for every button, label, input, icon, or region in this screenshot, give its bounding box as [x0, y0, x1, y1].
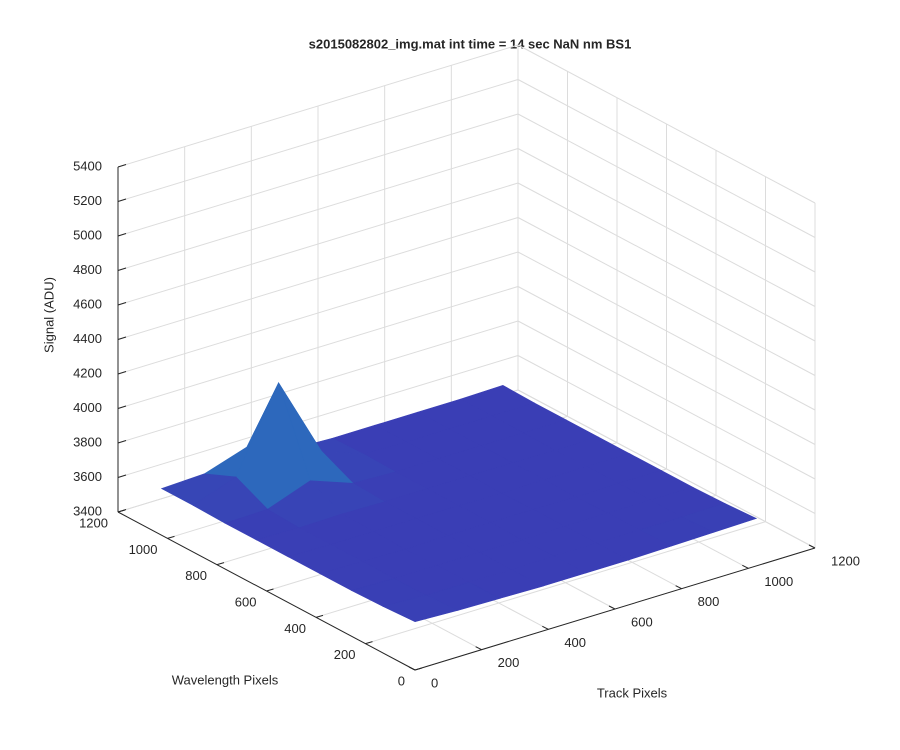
- tick-mark: [414, 667, 423, 671]
- tick-mark: [608, 605, 616, 610]
- tick-mark: [117, 405, 127, 409]
- tick-mark: [117, 509, 126, 513]
- tick-mark: [216, 562, 225, 566]
- x-axis-label: Track Pixels: [597, 685, 668, 700]
- tick-mark: [808, 544, 816, 549]
- z-tick-label: 4000: [73, 400, 102, 415]
- tick-mark: [117, 267, 127, 271]
- tick-mark: [475, 646, 482, 651]
- z-tick-label: 3800: [73, 434, 102, 449]
- y-tick-label: 600: [235, 594, 257, 609]
- x-tick-label: 1200: [831, 553, 860, 568]
- tick-mark: [117, 302, 127, 306]
- tick-mark: [117, 474, 127, 478]
- tick-mark: [742, 564, 749, 569]
- tick-mark: [167, 535, 175, 539]
- x-tick-label: 200: [498, 655, 520, 670]
- surface-patch: [382, 594, 459, 623]
- z-tick-label: 3400: [73, 503, 102, 518]
- tick-mark: [542, 625, 549, 630]
- tick-mark: [408, 666, 416, 671]
- y-tick-label: 400: [284, 621, 306, 636]
- z-tick-label: 4200: [73, 365, 102, 380]
- tick-mark: [365, 641, 373, 645]
- grid-line: [365, 521, 766, 645]
- tick-mark: [117, 164, 127, 168]
- y-tick-label: 1200: [79, 515, 108, 530]
- y-axis-label: Wavelength Pixels: [172, 672, 279, 687]
- chart-title: s2015082802_img.mat int time = 14 sec Na…: [309, 36, 632, 51]
- z-axis-label: Signal (ADU): [41, 277, 56, 353]
- x-tick-label: 0: [431, 675, 438, 690]
- tick-mark: [117, 198, 127, 202]
- tick-mark: [117, 371, 127, 375]
- tick-mark: [266, 588, 274, 592]
- tick-mark: [117, 440, 127, 444]
- tick-mark: [117, 233, 127, 237]
- y-tick-label: 800: [185, 568, 207, 583]
- z-tick-label: 5400: [73, 158, 102, 173]
- tick-mark: [315, 614, 324, 618]
- z-tick-label: 4400: [73, 331, 102, 346]
- x-tick-label: 800: [698, 594, 720, 609]
- z-tick-label: 4800: [73, 262, 102, 277]
- x-tick-label: 600: [631, 614, 653, 629]
- y-tick-label: 0: [398, 673, 405, 688]
- y-tick-label: 1000: [129, 542, 158, 557]
- x-tick-label: 1000: [764, 574, 793, 589]
- z-tick-label: 3600: [73, 469, 102, 484]
- z-tick-label: 5200: [73, 193, 102, 208]
- z-tick-label: 4600: [73, 296, 102, 311]
- z-tick-label: 5000: [73, 227, 102, 242]
- tick-mark: [117, 336, 127, 340]
- x-tick-label: 400: [564, 635, 586, 650]
- tick-mark: [675, 585, 682, 590]
- y-tick-label: 200: [334, 647, 356, 662]
